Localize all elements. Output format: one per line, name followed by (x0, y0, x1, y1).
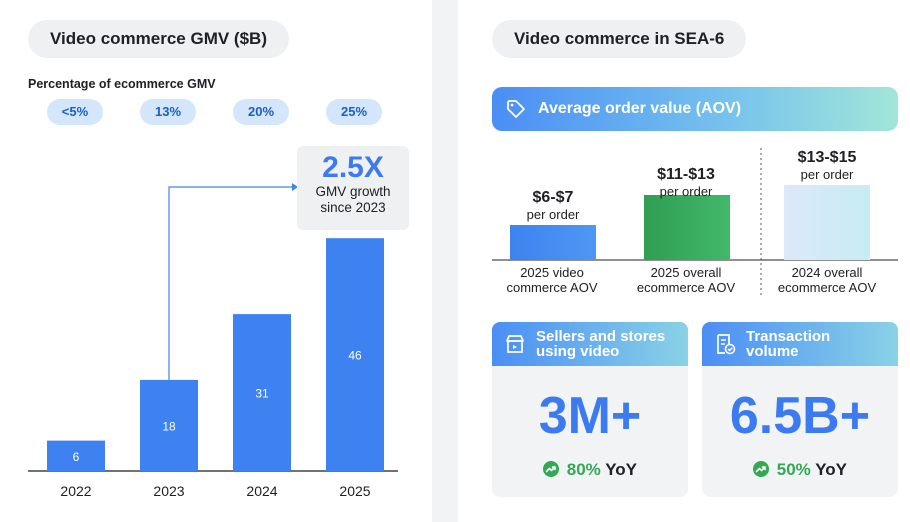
percentage-subtitle: Percentage of ecommerce GMV (28, 77, 216, 91)
aov-banner-label: Average order value (AOV) (538, 100, 742, 117)
gmv-bar-value: 18 (162, 419, 176, 433)
gmv-bar (47, 440, 105, 471)
transaction-yoy: 50% YoY (702, 460, 898, 480)
aov-value-overall-2025: $11-$13 per order (631, 166, 741, 199)
aov-label-line2: ecommerce AOV (777, 280, 877, 295)
gmv-bar-value: 31 (255, 387, 269, 401)
yoy-percent: 50% (776, 460, 811, 479)
sellers-title-line1: Sellers and stores (536, 328, 666, 345)
aov-label-line1: 2025 overall (650, 265, 722, 280)
aov-unit: per order (526, 207, 580, 222)
aov-banner: Average order value (AOV) (492, 87, 898, 131)
transaction-card: Transaction volume 6.5B+ 50% YoY (702, 322, 898, 497)
aov-value-overall-2024: $13-$15 per order (772, 149, 882, 182)
aov-price: $11-$13 (657, 166, 715, 183)
pct-pill-2022: <5% (47, 99, 103, 125)
aov-label-line2: commerce AOV (506, 280, 598, 295)
transaction-value: 6.5B+ (729, 387, 871, 445)
sellers-value: 3M+ (538, 387, 642, 445)
aov-label-line1: 2024 overall (791, 265, 863, 280)
pct-pill-2023: 13% (140, 99, 196, 125)
trending-up-icon (753, 461, 769, 477)
gmv-year-label: 2024 (246, 483, 277, 499)
transaction-title-line1: Transaction (746, 328, 831, 345)
aov-unit: per order (800, 167, 854, 182)
yoy-label: YoY (815, 460, 847, 479)
aov-unit: per order (659, 184, 713, 199)
yoy-percent: 80% (566, 460, 601, 479)
aov-label-line1: 2025 video (520, 265, 584, 280)
growth-value: 2.5X (322, 151, 384, 184)
sellers-card-header: Sellers and stores using video (492, 322, 688, 366)
receipt-check-icon (717, 334, 736, 355)
sea6-title: Video commerce in SEA-6 (492, 20, 747, 58)
transaction-title-line2: volume (746, 343, 799, 360)
aov-price: $6-$7 (532, 189, 574, 206)
gmv-bar-value: 6 (73, 450, 80, 464)
growth-arrow (168, 186, 292, 380)
pct-pill-2024: 20% (233, 99, 289, 125)
panel-divider (432, 0, 458, 522)
aov-label-video: 2025 video commerce AOV (487, 265, 617, 295)
gmv-year-label: 2023 (153, 483, 184, 499)
aov-bar (510, 225, 596, 260)
gmv-year-label: 2025 (339, 483, 370, 499)
growth-callout: 2.5X GMV growth since 2023 (297, 146, 409, 230)
storefront-icon (506, 335, 524, 353)
gmv-bar (326, 238, 384, 471)
aov-price: $13-$15 (797, 149, 857, 166)
arrow-head (292, 183, 298, 191)
gmv-bar (140, 379, 198, 471)
aov-label-overall-2025: 2025 overall ecommerce AOV (621, 265, 751, 295)
transaction-card-header: Transaction volume (702, 322, 898, 366)
gmv-bar-chart: 6 2022 18 2023 31 2024 46 2025 (28, 183, 398, 499)
pct-pill-2025: 25% (326, 99, 382, 125)
aov-value-video: $6-$7 per order (498, 189, 608, 222)
gmv-bar (233, 314, 291, 471)
tag-icon (507, 100, 525, 118)
growth-line1: GMV growth (315, 184, 391, 199)
growth-line2: since 2023 (320, 200, 386, 215)
gmv-bar-value: 46 (348, 349, 362, 363)
aov-label-overall-2024: 2024 overall ecommerce AOV (762, 265, 892, 295)
aov-bar (784, 185, 870, 260)
gmv-title: Video commerce GMV ($B) (28, 20, 289, 58)
yoy-label: YoY (605, 460, 637, 479)
aov-bar-chart (492, 148, 898, 295)
sellers-card: Sellers and stores using video 3M+ 80% Y… (492, 322, 688, 497)
sellers-title-line2: using video (536, 343, 620, 360)
trending-up-icon (543, 461, 559, 477)
sellers-yoy: 80% YoY (492, 460, 688, 480)
aov-bar (644, 195, 730, 260)
gmv-year-label: 2022 (60, 483, 91, 499)
aov-label-line2: ecommerce AOV (636, 280, 736, 295)
